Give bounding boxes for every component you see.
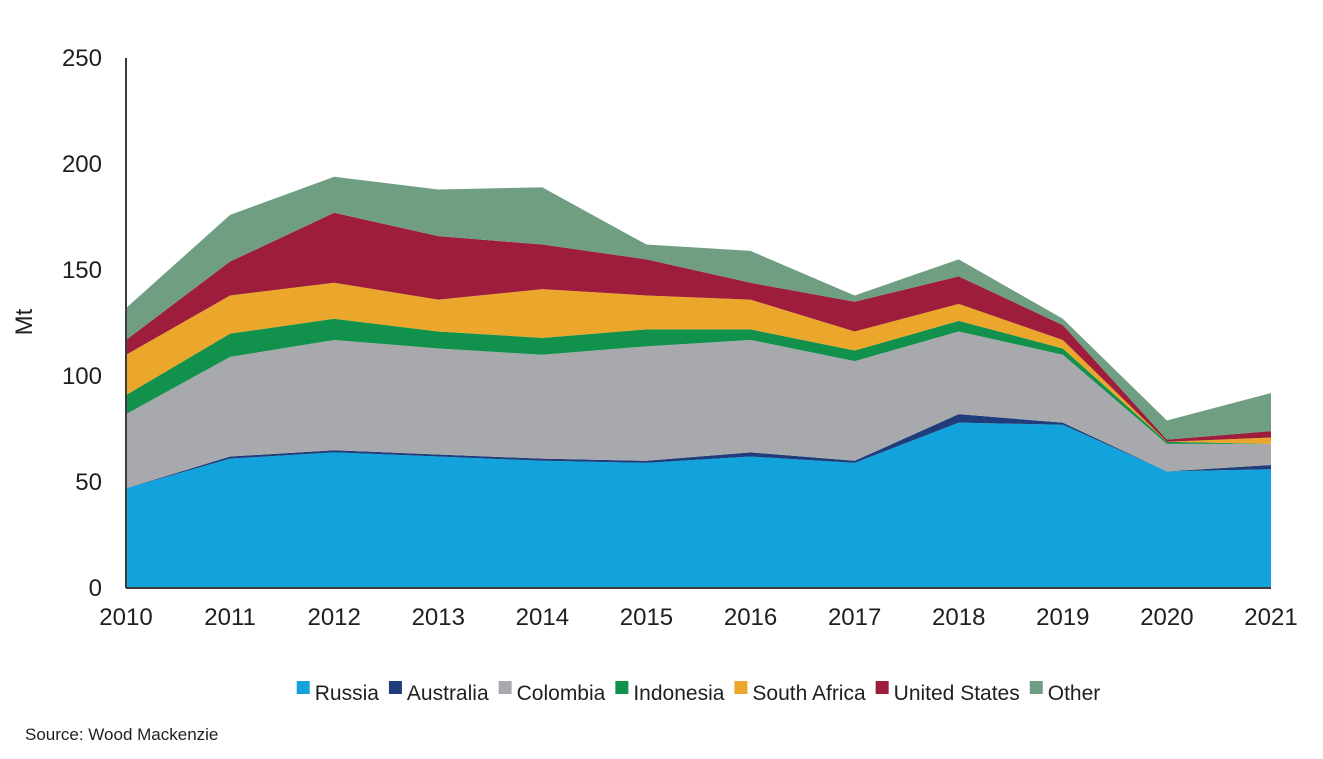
y-tick-label: 250 [62,45,102,72]
legend-label: United States [894,682,1020,705]
x-tick-label: 2015 [620,604,673,631]
legend-label: South Africa [752,682,866,705]
x-tick-label: 2011 [204,604,256,631]
y-tick-label: 50 [75,469,102,496]
y-tick-label: 150 [62,257,102,284]
y-tick-label: 100 [62,363,102,390]
area-series-other [126,176,1271,440]
legend-item: Australia [388,681,489,705]
legend-swatch [296,681,310,694]
legend-swatch [734,681,748,694]
area-series-russia [126,422,1271,588]
legend-label: Colombia [517,682,606,705]
legend-item: Russia [296,681,380,705]
legend-item: Indonesia [615,681,725,705]
y-tick-labels: 0 50 100 150 200 250 [62,45,102,602]
y-axis-title: Mt [11,308,38,335]
legend-label: Other [1048,682,1101,705]
area-series-colombia [126,331,1271,489]
x-tick-label: 2021 [1244,604,1297,631]
legend-label: Russia [315,682,380,705]
area-series-australia [126,414,1271,489]
legend: Russia Australia Colombia Indonesia South Af… [296,681,1101,705]
legend-swatch [388,681,402,694]
legend-label: Australia [407,682,489,705]
x-tick-label: 2010 [99,604,152,631]
legend-item: South Africa [734,681,866,705]
x-tick-label: 2017 [828,604,881,631]
legend-item: Colombia [498,681,606,705]
x-tick-label: 2014 [516,604,569,631]
x-tick-labels: 2010 2011 2012 2013 2014 2015 2016 2017 2018 2019… [99,604,1297,631]
x-tick-label: 2019 [1036,604,1089,631]
x-tick-label: 2016 [724,604,777,631]
legend-swatch [615,681,629,694]
area-series-united-states [126,212,1271,442]
y-tick-label: 0 [89,575,102,602]
areas-layer [126,176,1271,588]
legend-swatch [1029,681,1043,694]
legend-item: United States [875,681,1020,705]
legend-item: Other [1029,681,1101,705]
x-tick-label: 2020 [1140,604,1193,631]
source-note: Source: Wood Mackenzie [25,725,218,744]
legend-label: Indonesia [633,682,724,705]
x-tick-label: 2013 [412,604,465,631]
area-series-south-africa [126,282,1271,444]
legend-swatch [498,681,512,694]
axes-layer [125,58,1271,589]
legend-swatch [875,681,889,694]
x-tick-label: 2018 [932,604,985,631]
x-tick-label: 2012 [307,604,360,631]
y-tick-label: 200 [62,151,102,178]
